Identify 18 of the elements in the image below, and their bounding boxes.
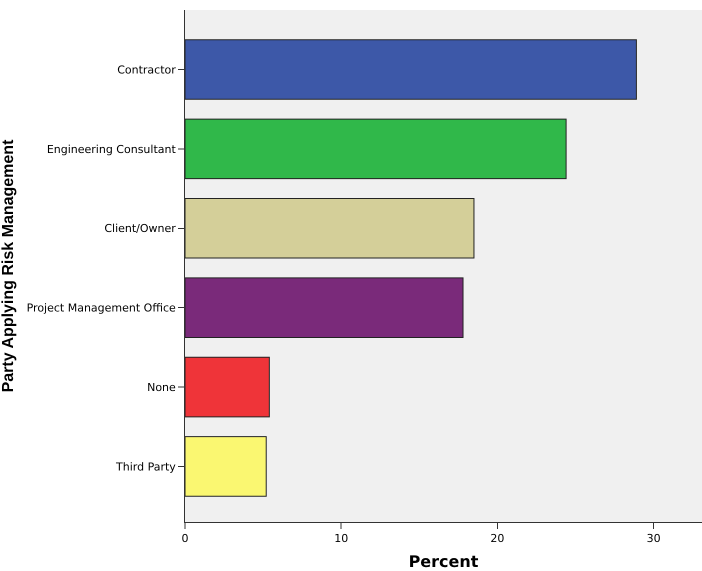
y-tick-label: Third Party xyxy=(115,460,176,474)
y-tick-label: Project Management Office xyxy=(26,302,176,315)
x-tick-label: 20 xyxy=(490,532,504,546)
y-tick-label: Engineering Consultant xyxy=(46,142,176,156)
bar xyxy=(185,39,637,100)
x-tick-label: 30 xyxy=(646,532,661,546)
y-tick-label: Client/Owner xyxy=(104,222,176,236)
bar xyxy=(185,118,567,180)
x-axis-title: Percent xyxy=(408,552,479,571)
bar xyxy=(185,356,270,418)
x-tick-label: 10 xyxy=(334,532,348,546)
bar xyxy=(185,277,464,338)
bar xyxy=(185,198,474,259)
y-tick-label: Contractor xyxy=(117,63,176,76)
y-axis-title: Party Applying Risk Management xyxy=(0,138,17,392)
bar xyxy=(185,436,267,497)
y-tick-label: None xyxy=(147,380,176,394)
x-tick-label: 0 xyxy=(182,532,188,546)
